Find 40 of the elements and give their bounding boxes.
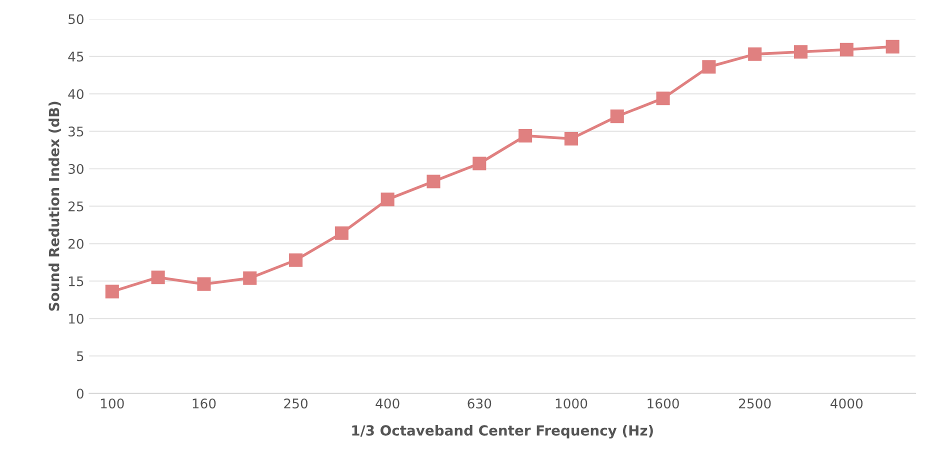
y-tick-label: 25 — [68, 201, 84, 212]
point — [748, 47, 762, 61]
x-tick-label: 160 — [192, 398, 216, 408]
point — [151, 270, 165, 284]
x-tick-label: 4000 — [830, 398, 863, 408]
y-tick-label: 15 — [69, 276, 84, 286]
x-tick-label: 1600 — [648, 398, 679, 408]
point — [610, 110, 624, 124]
x-tick-label: 1000 — [556, 398, 588, 408]
point — [426, 174, 440, 188]
point — [702, 60, 716, 74]
point — [886, 40, 900, 54]
y-tick-label: 50 — [68, 14, 84, 24]
point — [197, 277, 211, 291]
y-tick-label: 40 — [68, 89, 84, 100]
x-tick-label: 2500 — [739, 398, 771, 408]
point — [334, 226, 348, 240]
y-tick-label: 5 — [76, 351, 84, 362]
point — [243, 271, 257, 285]
x-tick-label: 100 — [101, 398, 124, 408]
point — [105, 284, 119, 298]
point — [518, 129, 532, 143]
point — [794, 45, 808, 59]
point — [840, 42, 854, 56]
point — [564, 132, 578, 146]
x-tick-label: 400 — [376, 398, 400, 408]
y-tick-label: 0 — [76, 388, 84, 399]
y-tick-label: 20 — [68, 238, 84, 249]
point — [380, 192, 394, 206]
y-axis-title: Sound Redution Index (dB) — [48, 102, 61, 311]
y-tick-label: 10 — [69, 314, 84, 324]
x-axis-title: 1/3 Octaveband Center Frequency (Hz) — [352, 424, 653, 438]
point — [472, 156, 486, 170]
y-tick-label: 35 — [68, 126, 84, 136]
y-tick-label: 30 — [68, 164, 84, 174]
y-tick-label: 45 — [68, 52, 84, 62]
point — [289, 253, 303, 267]
point — [656, 92, 670, 106]
x-tick-label: 250 — [284, 398, 308, 408]
x-tick-label: 630 — [468, 398, 492, 408]
